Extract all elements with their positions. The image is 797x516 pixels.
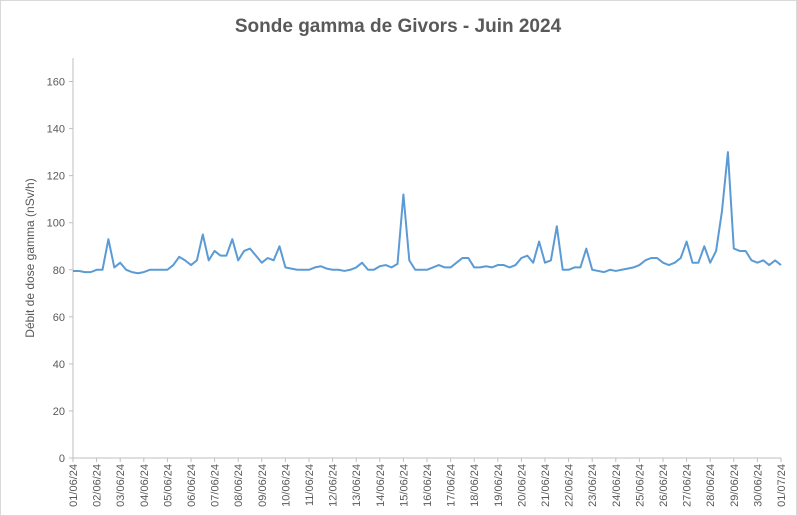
x-tick-label: 07/06/24 (210, 464, 222, 507)
x-tick-label: 24/06/24 (611, 464, 623, 507)
x-tick-label: 29/06/24 (729, 464, 741, 507)
x-tick-label: 14/06/24 (375, 464, 387, 507)
data-line (73, 151, 782, 275)
x-tick-label: 17/06/24 (446, 464, 458, 507)
x-tick-label: 27/06/24 (682, 464, 694, 507)
x-tick-label: 10/06/24 (280, 464, 292, 507)
x-tick-label: 13/06/24 (351, 464, 363, 507)
y-tick-label: 80 (53, 265, 65, 277)
x-tick-label: 25/06/24 (634, 464, 646, 507)
y-tick-label: 60 (53, 312, 65, 324)
y-tick-label: 100 (47, 218, 65, 230)
x-tick-label: 20/06/24 (516, 464, 528, 507)
x-tick-label: 19/06/24 (493, 464, 505, 507)
x-tick-label: 22/06/24 (564, 464, 576, 507)
x-tick-label: 28/06/24 (705, 464, 717, 507)
x-tick-label: 06/06/24 (186, 464, 198, 507)
y-tick-label: 120 (47, 171, 65, 183)
x-tick-label: 12/06/24 (328, 464, 340, 507)
y-tick-label: 0 (59, 453, 65, 465)
x-tick-label: 18/06/24 (469, 464, 481, 507)
x-tick-label: 01/07/24 (776, 464, 788, 507)
x-tick-label: 26/06/24 (658, 464, 670, 507)
x-tick-label: 05/06/24 (162, 464, 174, 507)
x-tick-label: 02/06/24 (92, 464, 104, 507)
x-tick-label: 11/06/24 (304, 464, 316, 506)
x-tick-label: 30/06/24 (752, 464, 764, 507)
x-tick-label: 21/06/24 (540, 464, 552, 507)
x-tick-label: 04/06/24 (139, 464, 151, 507)
x-tick-label: 09/06/24 (257, 464, 269, 507)
x-tick-label: 15/06/24 (398, 464, 410, 507)
chart-title: Sonde gamma de Givors - Juin 2024 (235, 16, 562, 37)
x-tick-label: 16/06/24 (422, 464, 434, 507)
x-tick-label: 23/06/24 (587, 464, 599, 507)
y-tick-label: 160 (47, 77, 65, 89)
y-tick-label: 40 (53, 359, 65, 371)
y-axis-label: Débit de dose gamma (nSv/h) (23, 178, 37, 337)
y-tick-label: 140 (47, 124, 65, 136)
x-tick-label: 01/06/24 (68, 464, 80, 507)
y-tick-label: 20 (53, 406, 65, 418)
x-tick-label: 08/06/24 (233, 464, 245, 507)
x-tick-label: 03/06/24 (115, 464, 127, 507)
